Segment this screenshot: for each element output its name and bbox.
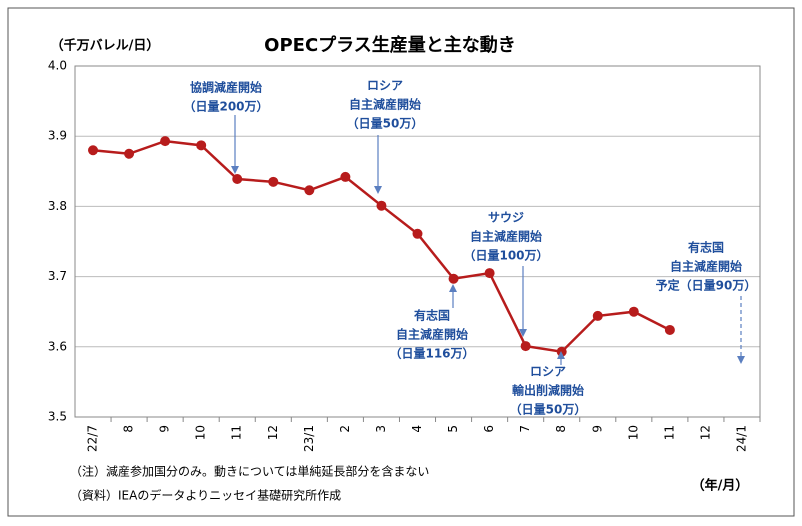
point <box>628 306 639 317</box>
point <box>340 171 351 182</box>
annotation: 有志国 <box>688 240 724 255</box>
annotation: （日量116万） <box>389 346 474 361</box>
x-tick-label: 12 <box>266 425 280 440</box>
annotation: 有志国 <box>414 308 450 323</box>
annotation: 自主減産開始 <box>470 229 542 244</box>
x-tick-label: 11 <box>662 425 676 440</box>
point <box>160 136 171 147</box>
point <box>268 176 279 187</box>
point <box>124 148 135 159</box>
x-tick-label: 8 <box>554 425 568 433</box>
x-tick-label: 8 <box>122 425 136 433</box>
x-tick-label: 9 <box>158 425 172 433</box>
x-tick-label: 11 <box>230 425 244 440</box>
annotation: 輸出削減開始 <box>512 383 584 398</box>
frame <box>7 7 795 517</box>
x-tick-label: 4 <box>410 425 424 433</box>
x-tick-label: 10 <box>194 425 208 440</box>
x-tick-label: 6 <box>482 425 496 433</box>
x-tick-label: 24/1 <box>734 425 748 452</box>
point <box>664 324 675 335</box>
x-unit: （年/月） <box>692 478 749 494</box>
x-tick-label: 23/1 <box>302 425 316 452</box>
y-unit: （千万バレル/日） <box>51 38 160 54</box>
point <box>520 341 531 352</box>
x-tick-label: 7 <box>518 425 532 433</box>
point <box>232 174 243 185</box>
x-tick-label: 3 <box>374 425 388 433</box>
point <box>376 200 387 211</box>
x-tick-label: 2 <box>338 425 352 433</box>
y-tick-label: 3.9 <box>48 129 67 143</box>
point <box>88 145 99 156</box>
series-line <box>92 139 671 354</box>
annotation: 自主減産開始 <box>670 259 742 274</box>
x-tick-label: 12 <box>698 425 712 440</box>
note: （資料）IEAのデータよりニッセイ基礎研究所作成 <box>70 488 341 503</box>
annotation: （日量100万） <box>463 248 548 263</box>
annotation: 自主減産開始 <box>349 97 421 112</box>
x-tick-label: 5 <box>446 425 460 433</box>
plot-border <box>74 65 761 418</box>
point <box>412 228 423 239</box>
x-tick-label: 9 <box>590 425 604 433</box>
annotation: 自主減産開始 <box>396 327 468 342</box>
y-tick-label: 4.0 <box>48 59 67 73</box>
point <box>304 185 315 196</box>
annotation: 予定（日量90万） <box>656 278 757 293</box>
annotation: （日量200万） <box>183 99 268 114</box>
chart-title: OPECプラス生産量と主な動き <box>264 34 516 56</box>
annotation: （日量50万） <box>347 116 424 131</box>
y-tick-label: 3.6 <box>48 339 67 353</box>
y-tick-label: 3.5 <box>48 410 67 424</box>
point <box>592 310 603 321</box>
point <box>196 140 207 151</box>
x-tick-label: 10 <box>626 425 640 440</box>
annotation: ロシア <box>530 365 566 379</box>
point <box>484 268 495 279</box>
point <box>448 273 459 284</box>
annotation: 協調減産開始 <box>190 80 262 95</box>
annotation: サウジ <box>488 211 524 225</box>
note: （注）減産参加国分のみ。動きについては単純延長部分を含まない <box>70 464 429 479</box>
point <box>556 346 567 357</box>
y-tick-label: 3.7 <box>48 269 67 283</box>
annotation: （日量50万） <box>510 402 587 417</box>
x-tick-label: 22/7 <box>86 425 100 452</box>
y-tick-label: 3.8 <box>48 199 67 213</box>
annotation: ロシア <box>367 79 403 93</box>
